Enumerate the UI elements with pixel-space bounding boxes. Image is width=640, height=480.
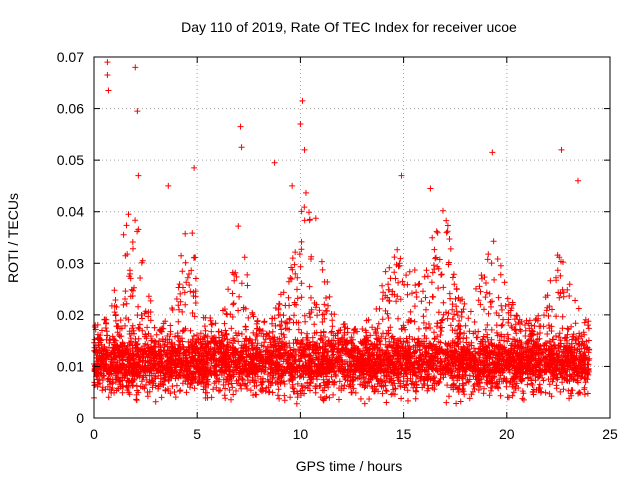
x-tick-label: 15: [396, 426, 412, 442]
scatter-point: [489, 149, 496, 156]
y-axis-label: ROTI / TECUs: [5, 193, 21, 283]
y-tick-label: 0.05: [57, 152, 84, 168]
x-tick-label: 5: [193, 426, 201, 442]
scatter-point: [301, 146, 308, 153]
y-tick-label: 0.06: [57, 101, 84, 117]
scatter-point: [299, 97, 306, 104]
x-tick-label: 20: [499, 426, 515, 442]
x-tick-label: 10: [293, 426, 309, 442]
y-tick-label: 0: [76, 410, 84, 426]
x-tick-label: 0: [90, 426, 98, 442]
scatter-point: [134, 108, 141, 115]
scatter-point: [191, 164, 198, 171]
scatter-point: [135, 172, 142, 179]
y-tick-label: 0.01: [57, 358, 84, 374]
x-tick-label: 25: [602, 426, 618, 442]
scatter-point: [237, 123, 244, 130]
plot-frame: [93, 56, 611, 419]
scatter-point: [289, 182, 296, 189]
scatter-point: [575, 177, 582, 184]
y-tick-label: 0.03: [57, 255, 84, 271]
axis-ticks: 0 5 10 15 20 25 0 0.01 0.02 0.03 0.04 0.05 0.06 0.07: [57, 49, 618, 442]
scatter-point: [427, 185, 434, 192]
scatter-point: [398, 172, 405, 179]
scatter-point: [165, 182, 172, 189]
y-tick-label: 0.04: [57, 204, 84, 220]
x-axis-label: GPS time / hours: [296, 458, 403, 474]
scatter-point: [104, 72, 111, 79]
data-points: [91, 59, 593, 407]
y-tick-label: 0.07: [57, 49, 84, 65]
y-tick-label: 0.02: [57, 307, 84, 323]
scatter-point: [558, 146, 565, 153]
scatter-point: [104, 59, 111, 66]
scatter-point: [271, 159, 278, 166]
scatter-points-cloud: [91, 189, 593, 407]
scatter-point: [105, 87, 112, 94]
scatter-point: [132, 64, 139, 71]
chart-title: Day 110 of 2019, Rate Of TEC Index for r…: [181, 19, 517, 35]
scatter-point: [297, 121, 304, 128]
scatter-point: [238, 144, 245, 151]
